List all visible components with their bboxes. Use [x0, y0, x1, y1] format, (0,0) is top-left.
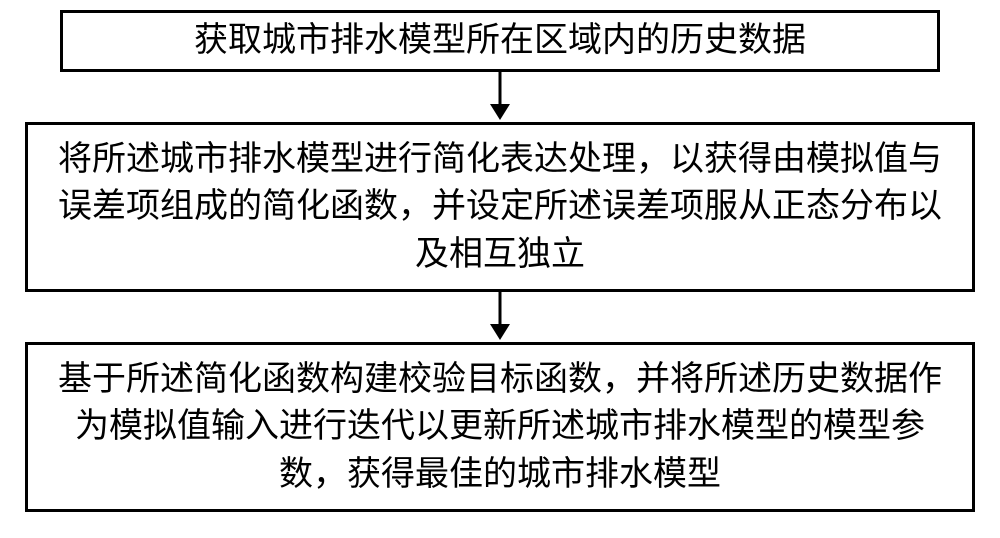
step-2-text: 将所述城市排水模型进行简化表达处理，以获得由模拟值与误差项组成的简化函数，并设定…	[48, 136, 952, 279]
arrow-2-to-3	[480, 292, 520, 342]
arrow-1-to-2	[480, 72, 520, 122]
step-3-text: 基于所述简化函数构建校验目标函数，并将所述历史数据作为模拟值输入进行迭代以更新所…	[48, 356, 952, 499]
flowchart-step-1: 获取城市排水模型所在区域内的历史数据	[60, 10, 940, 72]
flowchart-step-2: 将所述城市排水模型进行简化表达处理，以获得由模拟值与误差项组成的简化函数，并设定…	[25, 122, 975, 292]
arrow-down-icon	[480, 72, 520, 122]
flowchart-step-3: 基于所述简化函数构建校验目标函数，并将所述历史数据作为模拟值输入进行迭代以更新所…	[25, 342, 975, 512]
arrow-down-icon	[480, 292, 520, 342]
step-1-text: 获取城市排水模型所在区域内的历史数据	[194, 17, 806, 65]
